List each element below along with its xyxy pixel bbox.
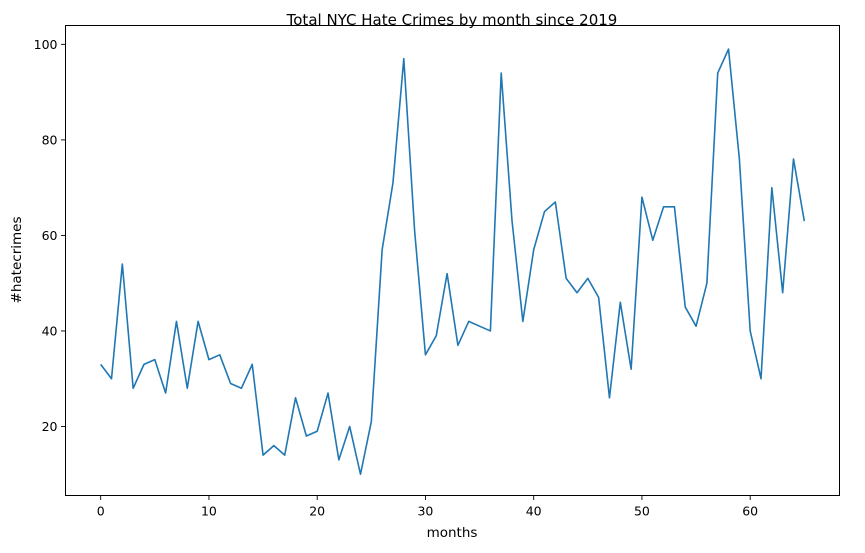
y-axis: 20 40 60 80 100 [34, 37, 66, 434]
y-tick-label: 60 [42, 228, 58, 243]
x-axis: 0 10 20 30 40 50 60 [97, 495, 758, 519]
y-tick-label: 40 [42, 323, 58, 338]
plot-area [100, 48, 806, 476]
x-tick-label: 60 [742, 504, 758, 519]
x-tick-label: 50 [634, 504, 650, 519]
x-tick-label: 10 [201, 504, 217, 519]
y-tick-label: 80 [42, 132, 58, 147]
series-line [100, 48, 806, 476]
x-tick-label: 20 [309, 504, 325, 519]
x-axis-label: months [427, 525, 478, 541]
x-tick-label: 0 [97, 504, 105, 519]
plot-frame [65, 25, 840, 496]
chart-title: Total NYC Hate Crimes by month since 201… [286, 11, 618, 29]
x-tick-label: 40 [526, 504, 542, 519]
y-tick-label: 100 [34, 37, 58, 52]
y-tick-label: 20 [42, 419, 58, 434]
y-axis-label: #hatecrimes [9, 217, 25, 304]
x-tick-label: 30 [417, 504, 433, 519]
